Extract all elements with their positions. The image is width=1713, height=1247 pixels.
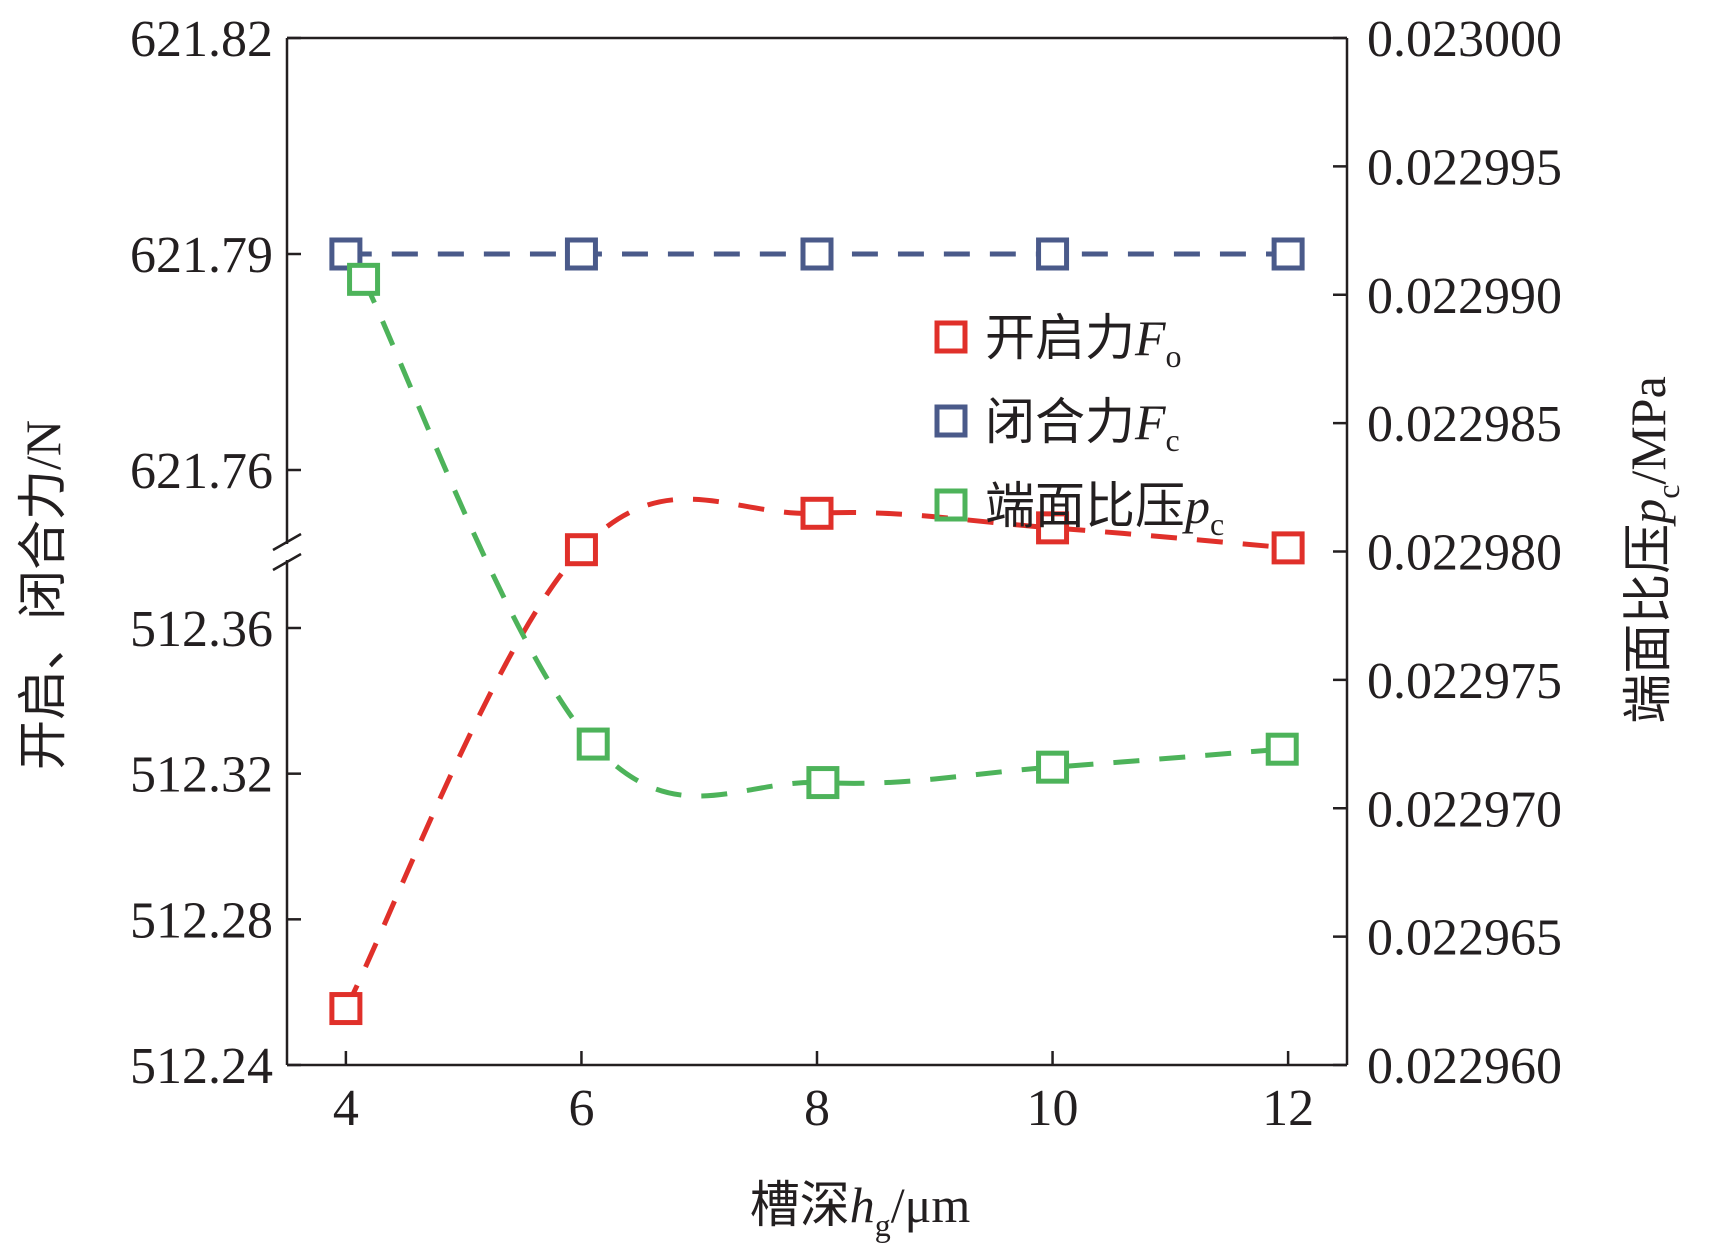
- legend-face-pressure-var: p: [1182, 478, 1210, 534]
- axis-ticks-layer: [287, 36, 1347, 1067]
- series-lines-layer: [343, 251, 1289, 1010]
- legend-item-closing-force: 闭合力Fc: [934, 394, 1180, 458]
- x-axis-title: 槽深hg/μm: [750, 1177, 971, 1243]
- x-tick-label-4: 4: [333, 1080, 359, 1137]
- left-lower-tick-label-512.32: 512.32: [130, 747, 273, 804]
- left-axis-title: 开启、闭合力/N: [15, 420, 71, 770]
- data-point-face-pressure-1: [576, 727, 610, 761]
- legend-marker-face-pressure: [934, 488, 968, 522]
- legend-opening-force-var: F: [1134, 310, 1166, 366]
- data-point-opening-force-2: [800, 496, 834, 530]
- legend-face-pressure-sub: c: [1210, 506, 1224, 542]
- right-tick-label-0.022990: 0.022990: [1367, 268, 1562, 325]
- right-tick-label-0.022980: 0.022980: [1367, 525, 1562, 582]
- legend-closing-force-var: F: [1134, 394, 1166, 450]
- x-tick-label-10: 10: [1027, 1080, 1079, 1137]
- data-point-opening-force-0: [329, 992, 363, 1026]
- legend-label-closing-force: 闭合力Fc: [985, 394, 1180, 458]
- data-point-face-pressure-0: [347, 262, 381, 296]
- data-point-face-pressure-2: [806, 766, 840, 800]
- x-axis-title-unit: /μm: [891, 1177, 971, 1233]
- right-tick-label-0.023000: 0.023000: [1367, 11, 1562, 68]
- right-tick-label-0.022970: 0.022970: [1367, 781, 1562, 838]
- data-point-face-pressure-4: [1265, 732, 1299, 766]
- legend-closing-force-name: 闭合力: [985, 394, 1135, 450]
- right-tick-label-0.022995: 0.022995: [1367, 139, 1562, 196]
- legend-label-opening-force: 开启力Fo: [985, 310, 1182, 374]
- axis-labels-layer: 4 6 8 10 12 621.76 621.79 621.82 512.24 512.28 512…: [130, 11, 1562, 1137]
- right-tick-label-0.022960: 0.022960: [1367, 1038, 1562, 1095]
- right-tick-label-0.022985: 0.022985: [1367, 396, 1562, 453]
- x-axis-title-sub: g: [875, 1207, 891, 1243]
- right-axis-title-sub: c: [1650, 485, 1686, 499]
- right-axis-title-main: 端面比压: [1620, 524, 1676, 724]
- legend-item-opening-force: 开启力Fo: [934, 310, 1182, 374]
- data-point-opening-force-4: [1271, 531, 1305, 565]
- legend-item-face-pressure: 端面比压pc: [934, 478, 1224, 542]
- right-axis-title-var: p: [1620, 499, 1676, 527]
- legend-closing-force-sub: c: [1166, 422, 1180, 458]
- right-axis-title-unit: /MPa: [1620, 376, 1676, 484]
- left-lower-tick-label-512.24: 512.24: [130, 1038, 273, 1095]
- data-point-closing-force-4: [1271, 237, 1305, 271]
- data-point-opening-force-3: [1036, 511, 1070, 545]
- series-line-face-pressure: [361, 278, 1283, 799]
- left-upper-tick-label-621.82: 621.82: [130, 11, 273, 68]
- legend-label-face-pressure: 端面比压pc: [985, 478, 1224, 542]
- x-axis-title-main: 槽深: [750, 1177, 850, 1233]
- left-lower-tick-label-512.28: 512.28: [130, 892, 273, 949]
- x-tick-label-12: 12: [1262, 1080, 1314, 1137]
- legend-opening-force-name: 开启力: [985, 310, 1135, 366]
- right-tick-label-0.022975: 0.022975: [1367, 653, 1562, 710]
- data-point-opening-force-1: [564, 533, 598, 567]
- left-upper-tick-label-621.76: 621.76: [130, 443, 273, 500]
- legend-opening-force-sub: o: [1166, 338, 1182, 374]
- data-point-closing-force-1: [564, 237, 598, 271]
- legend: 开启力Fo 闭合力Fc 端面比压pc: [934, 310, 1224, 542]
- series-line-opening-force: [343, 496, 1289, 1010]
- right-axis-title: 端面比压pc/MPa: [1620, 376, 1686, 724]
- legend-marker-opening-force: [934, 320, 968, 354]
- data-point-closing-force-2: [800, 237, 834, 271]
- plot-frame: [272, 36, 1349, 1067]
- x-axis-title-var: h: [850, 1177, 875, 1233]
- left-upper-tick-label-621.79: 621.79: [130, 227, 273, 284]
- right-tick-label-0.022965: 0.022965: [1367, 910, 1562, 967]
- data-point-face-pressure-3: [1036, 750, 1070, 784]
- axis-break-mark-bottom: [272, 552, 302, 572]
- data-point-closing-force-3: [1036, 237, 1070, 271]
- series-markers-layer: [329, 237, 1305, 1026]
- legend-face-pressure-name: 端面比压: [985, 478, 1185, 534]
- x-tick-label-6: 6: [568, 1080, 594, 1137]
- axis-break-mark-top: [272, 532, 302, 552]
- legend-marker-closing-force: [934, 404, 968, 438]
- x-tick-label-8: 8: [804, 1080, 830, 1137]
- left-lower-tick-label-512.36: 512.36: [130, 601, 273, 658]
